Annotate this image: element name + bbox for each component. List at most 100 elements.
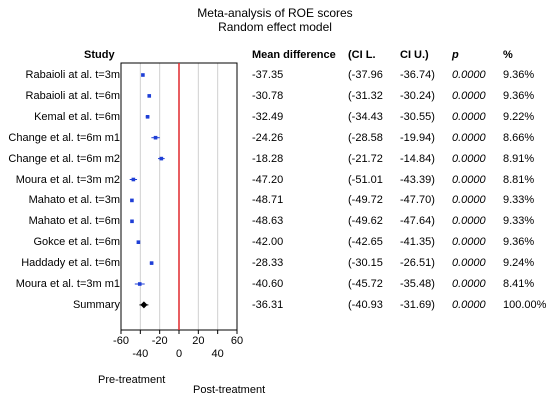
table-row: Gokce et al. t=6m -42.00 (-42.65 -41.35) 0.0… (0, 236, 550, 251)
p-value: 0.0000 (452, 69, 486, 81)
study-point (149, 261, 154, 265)
p-value: 0.0000 (452, 236, 486, 249)
table-row: Rabaioli at al. t=3m -37.35 (-37.96 -36.74)… (0, 69, 550, 84)
study-label: Moura et al. t=3m m1 (15, 278, 120, 290)
p-value: 0.0000 (452, 89, 486, 102)
p-value: 0.0000 (452, 152, 486, 165)
header-ci-lower: (CI L. (348, 49, 376, 61)
ci-upper: -47.64) (400, 215, 435, 228)
study-label: Mahato et al. t=3m (28, 194, 120, 207)
table-row: Kemal et al. t=6m -32.49 (-34.43 -30.55) 0.0… (0, 111, 550, 126)
weight: 100.00% (503, 298, 547, 311)
x-tick-label: -20 (152, 335, 168, 347)
table-row: Change et al. t=6m m2 -18.28 (-21.72 -14.84… (0, 153, 550, 168)
mean-difference: -32.49 (252, 110, 284, 123)
header-mean-difference: Mean difference (252, 49, 336, 61)
study-point (145, 115, 150, 119)
study-label: Change et al. t=6m m1 (8, 131, 120, 144)
study-point (130, 198, 134, 203)
ci-upper: -30.24) (400, 89, 435, 102)
study-label: Moura et al. t=3m m2 (15, 173, 120, 186)
weight: 9.36% (503, 236, 535, 249)
mean-difference: -36.31 (252, 298, 284, 311)
p-value: 0.0000 (452, 257, 486, 270)
p-value: 0.0000 (452, 278, 486, 290)
study-label: Summary (72, 298, 120, 311)
study-label: Rabaioli at al. t=6m (25, 89, 120, 102)
weight: 9.24% (503, 257, 535, 270)
study-point (137, 282, 142, 286)
ci-upper: -31.69) (400, 298, 435, 311)
study-point (153, 135, 158, 140)
ci-upper: -19.94) (400, 131, 435, 144)
weight: 8.81% (503, 173, 535, 186)
weight: 9.36% (503, 69, 535, 81)
ci-upper: -36.74) (400, 69, 435, 81)
weight: 8.66% (503, 131, 535, 144)
mean-difference: -48.63 (252, 215, 284, 228)
mean-difference: -48.71 (252, 194, 284, 207)
mean-difference: -24.26 (252, 131, 284, 144)
p-value: 0.0000 (452, 131, 486, 144)
summary-diamond (140, 301, 148, 309)
header-ci-upper: CI U.) (400, 49, 429, 61)
table-row: Mahato et al. t=3m -48.71 (-49.72 -47.70) 0.… (0, 194, 550, 209)
ci-lower: (-51.01 (348, 173, 383, 186)
header-p-value: p (452, 49, 459, 61)
ci-lower: (-45.72 (348, 278, 383, 290)
ci-lower: (-34.43 (348, 110, 383, 123)
ci-lower: (-21.72 (348, 152, 383, 165)
mean-difference: -47.20 (252, 173, 284, 186)
study-label: Change et al. t=6m m2 (8, 152, 120, 165)
table-row: Moura et al. t=3m m2 -47.20 (-51.01 -43.39)… (0, 174, 550, 189)
ci-lower: (-28.58 (348, 131, 383, 144)
mean-difference: -18.28 (252, 152, 284, 165)
ci-lower: (-49.72 (348, 194, 383, 207)
mean-difference: -28.33 (252, 257, 284, 270)
ci-upper: -41.35) (400, 236, 435, 249)
ci-upper: -35.48) (400, 278, 435, 290)
ci-lower: (-42.65 (348, 236, 383, 249)
ci-upper: -30.55) (400, 110, 435, 123)
ci-lower: (-40.93 (348, 298, 383, 311)
study-label: Gokce et al. t=6m (33, 236, 120, 249)
weight: 8.91% (503, 152, 535, 165)
weight: 9.36% (503, 89, 535, 102)
study-point (159, 156, 164, 161)
x-tick-label: 40 (212, 348, 224, 360)
header-weight: % (503, 49, 513, 61)
chart-subtitle: Random effect model (218, 20, 332, 34)
study-label: Haddady et al. t=6m (21, 257, 120, 270)
ci-upper: -47.70) (400, 194, 435, 207)
header-study: Study (84, 49, 115, 61)
p-value: 0.0000 (452, 110, 486, 123)
study-point (136, 240, 141, 244)
ci-lower: (-49.62 (348, 215, 383, 228)
study-point (141, 73, 145, 77)
study-point (130, 219, 134, 224)
ci-upper: -14.84) (400, 152, 435, 165)
ci-upper: -26.51) (400, 257, 435, 270)
mean-difference: -37.35 (252, 69, 284, 81)
study-label: Rabaioli at al. t=3m (25, 69, 120, 81)
study-label: Kemal et al. t=6m (34, 110, 120, 123)
x-label-pre-treatment: Pre-treatment (98, 374, 166, 386)
x-tick-label: 60 (231, 335, 243, 347)
weight: 8.41% (503, 278, 535, 290)
p-value: 0.0000 (452, 298, 486, 311)
summary-row: Summary -36.31 (-40.93 -31.69) 0.0000 100.00% (0, 299, 550, 314)
table-row: Rabaioli at al. t=6m -30.78 (-31.32 -30.24)… (0, 90, 550, 105)
study-point (131, 177, 136, 182)
study-point (147, 94, 152, 98)
p-value: 0.0000 (452, 215, 486, 228)
ci-upper: -43.39) (400, 173, 435, 186)
mean-difference: -30.78 (252, 89, 284, 102)
x-tick-label: 0 (176, 348, 182, 360)
x-label-post-treatment: Post-treatment (193, 384, 266, 396)
mean-difference: -42.00 (252, 236, 284, 249)
table-row: Moura et al. t=3m m1 -40.60 (-45.72 -35.48)… (0, 278, 550, 293)
ci-lower: (-30.15 (348, 257, 383, 270)
mean-difference: -40.60 (252, 278, 284, 290)
table-row: Haddady et al. t=6m -28.33 (-30.15 -26.51) 0… (0, 257, 550, 272)
